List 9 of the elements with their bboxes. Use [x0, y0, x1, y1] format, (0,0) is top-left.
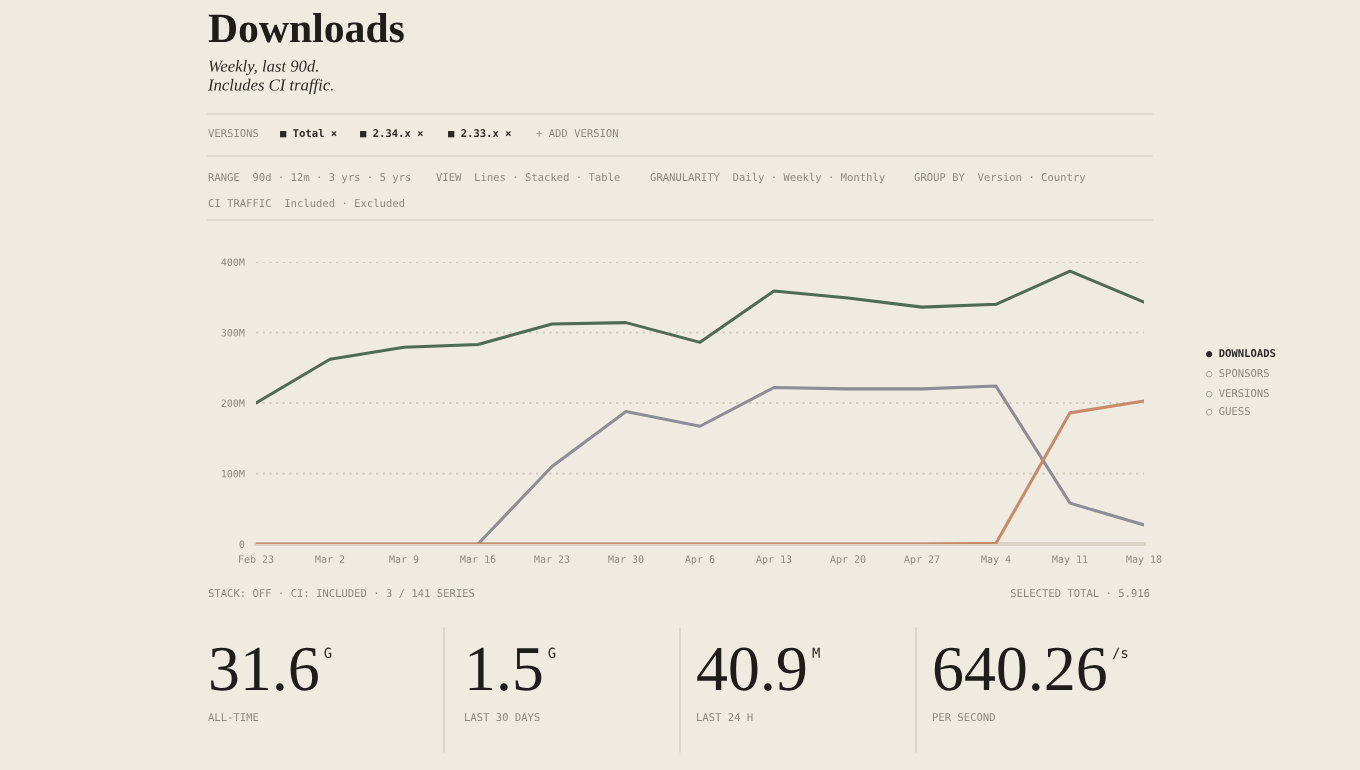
- line-series: [256, 269, 1144, 405]
- chart-subtitle: Weekly, last 90d. Includes CI traffic.: [207, 60, 333, 94]
- line-series: [476, 384, 1144, 544]
- text: 640.26: [934, 647, 1106, 691]
- text: 1.5: [469, 647, 542, 691]
- line-series: [256, 399, 1144, 544]
- text: 31.6: [211, 647, 318, 691]
- text: 40.9: [697, 647, 806, 691]
- chart-title: Downloads: [208, 13, 404, 43]
